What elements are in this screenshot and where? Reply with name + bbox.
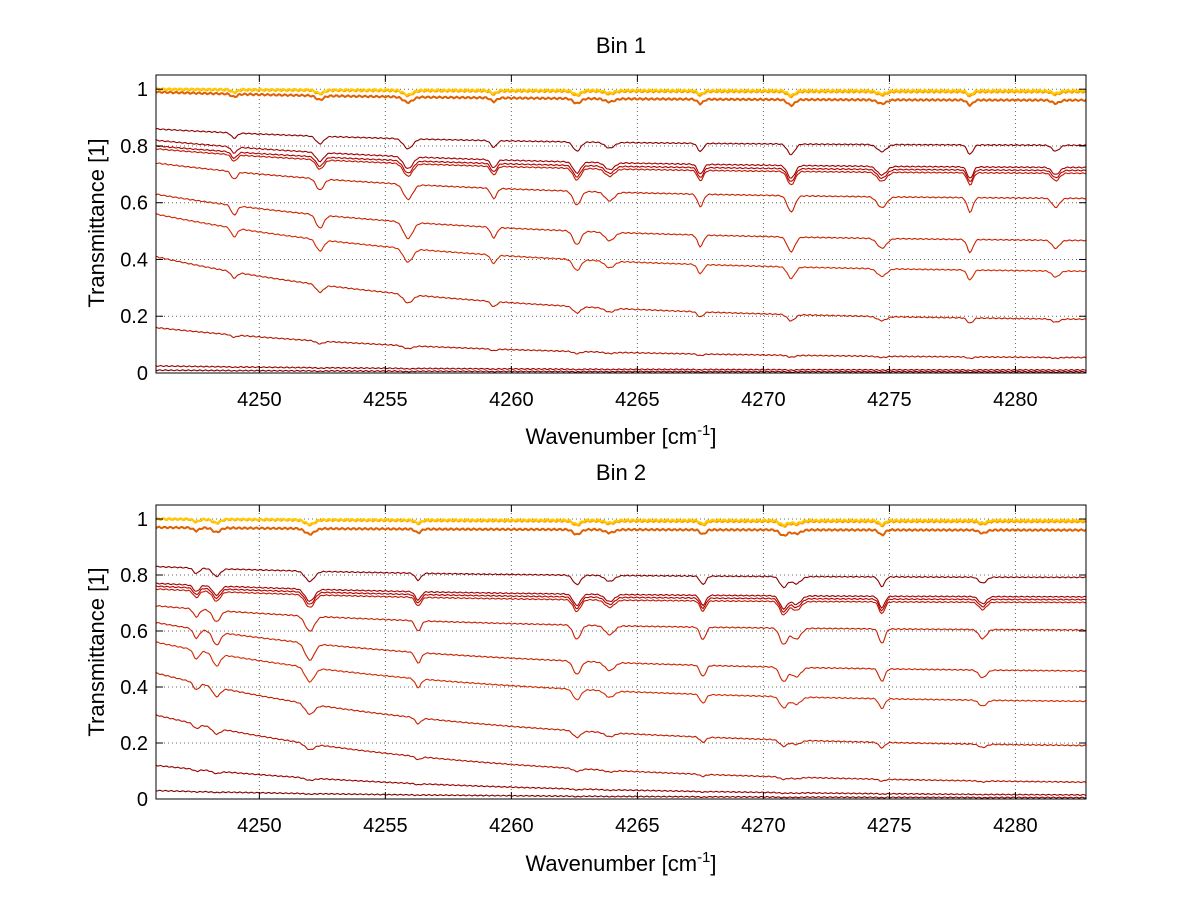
- x-tick-label: 4280: [993, 815, 1038, 837]
- y-tick-label: 0.6: [120, 621, 148, 643]
- x-axis-ticks: 4250 4255 4260 4265 4270 4275 4280: [237, 505, 1038, 837]
- x-tick-label: 4250: [237, 815, 282, 837]
- y-tick-label: 0.8: [120, 136, 148, 158]
- x-axis-label: Wavenumber [cm-1]: [525, 849, 716, 876]
- y-axis-ticks: 0 0.2 0.4 0.6 0.8 1: [120, 79, 1086, 385]
- series-line-curve-09: [155, 326, 1087, 360]
- x-tick-label: 4260: [489, 815, 534, 837]
- x-axis-unit-close: ]: [710, 851, 716, 876]
- y-axis-ticks: 0 0.2 0.4 0.6 0.8 1: [120, 509, 1086, 811]
- x-axis-unit-close: ]: [710, 424, 716, 449]
- series-line-curve-07: [155, 213, 1087, 281]
- series-line-curve-01: [155, 565, 1087, 589]
- chart-bin-2: Bin 2 4250 4255 4260 4265 4270 4275 4280 00.20…: [84, 460, 1087, 876]
- x-axis-ticks: 4250 4255 4260 4265 4270 4275 4280: [237, 75, 1038, 411]
- x-axis-unit-base: cm: [668, 424, 697, 449]
- y-tick-label: 0.8: [120, 565, 148, 587]
- series-line-curve-09: [155, 714, 1087, 784]
- y-tick-label: 0.4: [120, 677, 148, 699]
- y-tick-label: 1: [137, 79, 148, 101]
- x-tick-label: 4265: [615, 389, 660, 411]
- plot-frame: [155, 74, 1087, 374]
- series-line-curve-11: [155, 789, 1087, 799]
- series-line-curve-04: [155, 588, 1087, 616]
- x-tick-label: 4275: [867, 389, 912, 411]
- x-tick-label: 4250: [237, 389, 282, 411]
- x-tick-label: 4275: [867, 815, 912, 837]
- x-axis-label-text: Wavenumber: [525, 424, 655, 449]
- x-tick-label: 4255: [363, 815, 408, 837]
- series-line-curve-05: [155, 162, 1087, 214]
- x-tick-label: 4255: [363, 389, 408, 411]
- y-tick-label: 0.2: [120, 306, 148, 328]
- x-axis-unit-base: cm: [668, 851, 697, 876]
- chart-title: Bin 1: [596, 33, 646, 58]
- series-line-curve-02: [155, 582, 1087, 611]
- series-line-curve-08: [155, 255, 1087, 324]
- y-tick-label: 0.2: [120, 733, 148, 755]
- series-line-curve-03: [155, 585, 1087, 613]
- y-axis-label: Transmittance [1]: [84, 138, 109, 307]
- series-line-curve-01: [155, 127, 1087, 156]
- x-tick-label: 4270: [741, 389, 786, 411]
- series-line-curve-05: [156, 605, 1087, 645]
- grid-lines: [156, 505, 1086, 800]
- y-axis-label: Transmittance [1]: [84, 567, 109, 736]
- series-line-curve-11: [155, 369, 1087, 374]
- x-axis-unit-exponent: -1: [697, 849, 710, 866]
- plot-frame: [155, 504, 1087, 800]
- x-tick-label: 4270: [741, 815, 786, 837]
- x-tick-label: 4260: [489, 389, 534, 411]
- y-tick-label: 1: [137, 509, 148, 531]
- series-line-curve-06: [155, 622, 1087, 682]
- x-tick-label: 4280: [993, 389, 1038, 411]
- grid-lines: [156, 75, 1086, 374]
- series-line-curve-02: [155, 139, 1087, 179]
- x-axis-label-text: Wavenumber: [525, 851, 655, 876]
- x-axis-label: Wavenumber [cm-1]: [525, 422, 716, 449]
- series-line-curve-12: [155, 525, 1087, 537]
- x-axis-unit-open: [: [662, 424, 668, 449]
- y-tick-label: 0.4: [120, 249, 148, 271]
- y-tick-label: 0.6: [120, 193, 148, 215]
- series-line-curve-12: [155, 90, 1087, 108]
- series-line-curve-08: [155, 672, 1087, 749]
- y-tick-label: 0: [137, 363, 148, 385]
- series-line-curve-10: [155, 764, 1087, 796]
- series-line-curve-10: [155, 364, 1087, 372]
- x-axis-unit-exponent: -1: [697, 422, 710, 439]
- series-group: [155, 517, 1087, 799]
- series-line-curve-06: [155, 193, 1087, 254]
- chart-title: Bin 2: [596, 460, 646, 485]
- series-line-curve-14: [155, 517, 1087, 527]
- series-line-curve-04: [155, 148, 1087, 186]
- series-group: [155, 87, 1087, 374]
- series-line-curve-03: [155, 145, 1087, 182]
- series-line-curve-07: [155, 641, 1087, 710]
- series-line-curve-14: [155, 87, 1087, 97]
- x-tick-label: 4265: [615, 815, 660, 837]
- chart-bin-1: Bin 1 4250 4255 4260 4265 4270 4275 4280 00.20…: [84, 33, 1087, 449]
- x-axis-unit-open: [: [662, 851, 668, 876]
- y-tick-label: 0: [137, 789, 148, 811]
